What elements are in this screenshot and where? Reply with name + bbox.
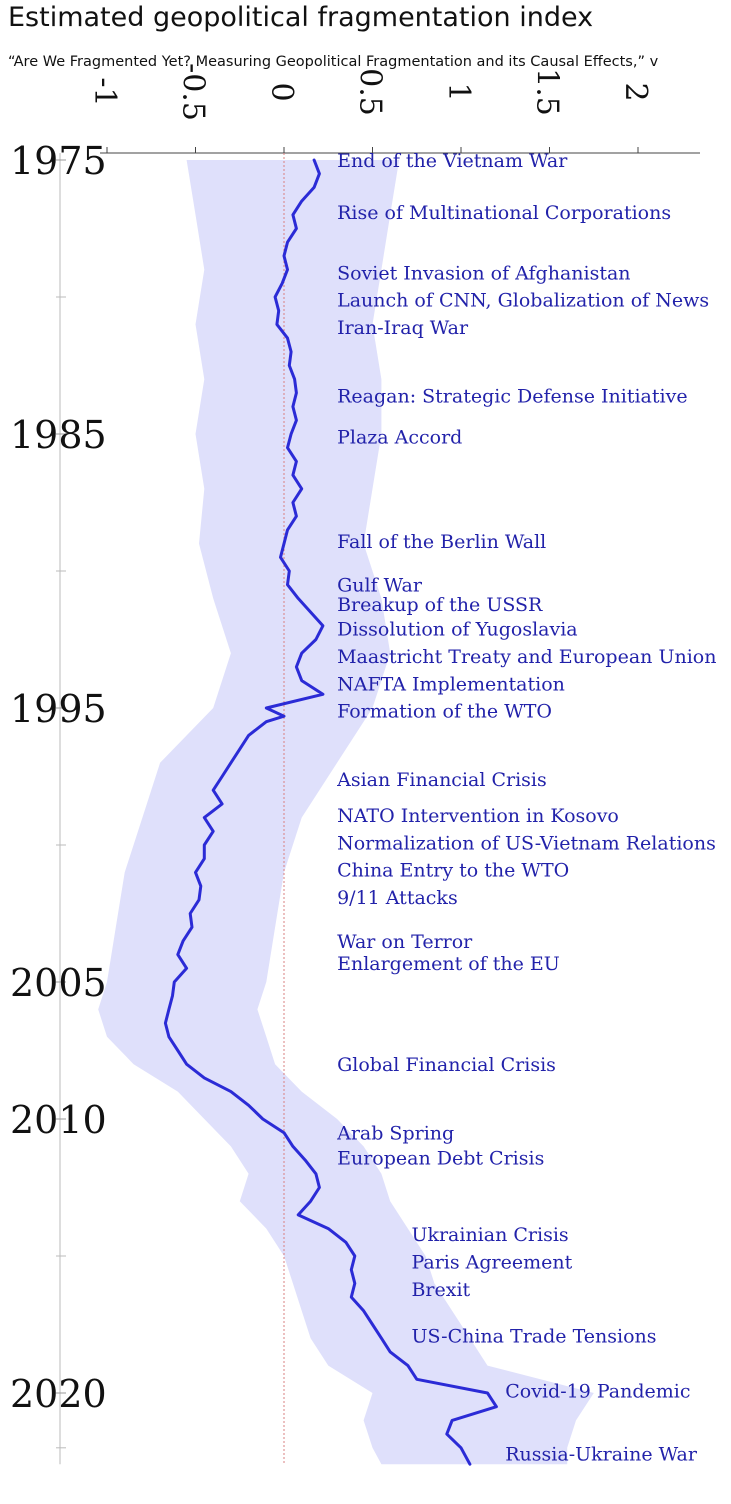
- index-line-group: [163, 158, 498, 1466]
- event-label: Russia-Ukraine War: [505, 1443, 698, 1465]
- x-tick-label: 2: [618, 82, 653, 101]
- event-label: Asian Financial Crisis: [336, 769, 547, 791]
- event-label: Brexit: [411, 1279, 470, 1301]
- labels-group: End of the Vietnam War Rise of Multinatio…: [336, 150, 716, 1465]
- x-tick-label: 1: [441, 82, 476, 101]
- event-label: NAFTA Implementation: [337, 673, 565, 695]
- x-tick-label: -1: [87, 77, 122, 106]
- chart-subtitle: “Are We Fragmented Yet? Measuring Geopol…: [8, 54, 659, 70]
- event-label: Breakup of the USSR: [337, 594, 543, 616]
- event-label: European Debt Crisis: [337, 1147, 544, 1169]
- event-label: Covid-19 Pandemic: [505, 1380, 690, 1402]
- event-label: 9/11 Attacks: [337, 887, 458, 909]
- y-tick-label: 2010: [10, 1098, 107, 1142]
- y-tick-label: 1995: [10, 687, 107, 731]
- y-tick-label: 2005: [10, 961, 107, 1005]
- event-label: End of the Vietnam War: [337, 150, 568, 172]
- y-tick-label: 2020: [10, 1372, 107, 1416]
- confidence-band-group: [98, 160, 594, 1465]
- fragmentation-index-line: [163, 158, 498, 1466]
- x-tick-label: 0: [264, 82, 299, 101]
- event-label: Reagan: Strategic Defense Initiative: [337, 386, 687, 408]
- event-label: China Entry to the WTO: [337, 860, 569, 882]
- event-label: US-China Trade Tensions: [411, 1325, 656, 1347]
- event-label: Fall of the Berlin Wall: [337, 531, 546, 553]
- event-label: Soviet Invasion of Afghanistan: [337, 262, 630, 284]
- y-tick-label: 1985: [10, 413, 107, 457]
- event-label: Normalization of US-Vietnam Relations: [337, 832, 716, 854]
- x-tick-label: 1.5: [530, 68, 565, 116]
- event-label: Iran-Iraq War: [337, 317, 469, 339]
- event-label: Global Financial Crisis: [337, 1054, 556, 1076]
- y-tick-label: 1975: [10, 139, 107, 183]
- event-label: Ukrainian Crisis: [411, 1224, 568, 1246]
- event-label: Enlargement of the EU: [337, 953, 560, 975]
- event-label: War on Terror: [337, 931, 473, 953]
- event-label: Plaza Accord: [337, 427, 462, 449]
- event-label: Arab Spring: [336, 1123, 454, 1145]
- event-label: Maastricht Treaty and European Union: [337, 646, 716, 668]
- chart-title: Estimated geopolitical fragmentation ind…: [8, 2, 594, 33]
- event-label: NATO Intervention in Kosovo: [337, 805, 619, 827]
- event-label: Launch of CNN, Globalization of News: [337, 290, 709, 312]
- axes-group: -1 -0.5 0 0.5 1 1.5 2 1975 1985 1995 2005 2010 2020: [10, 63, 700, 1465]
- event-label: Paris Agreement: [411, 1251, 572, 1273]
- x-tick-label: 0.5: [353, 68, 388, 116]
- event-label: Gulf War: [337, 575, 423, 597]
- event-label: Formation of the WTO: [337, 701, 552, 723]
- event-label: Rise of Multinational Corporations: [337, 202, 671, 224]
- confidence-band: [98, 160, 594, 1465]
- event-label: Dissolution of Yugoslavia: [337, 619, 578, 641]
- x-tick-label: -0.5: [176, 63, 211, 121]
